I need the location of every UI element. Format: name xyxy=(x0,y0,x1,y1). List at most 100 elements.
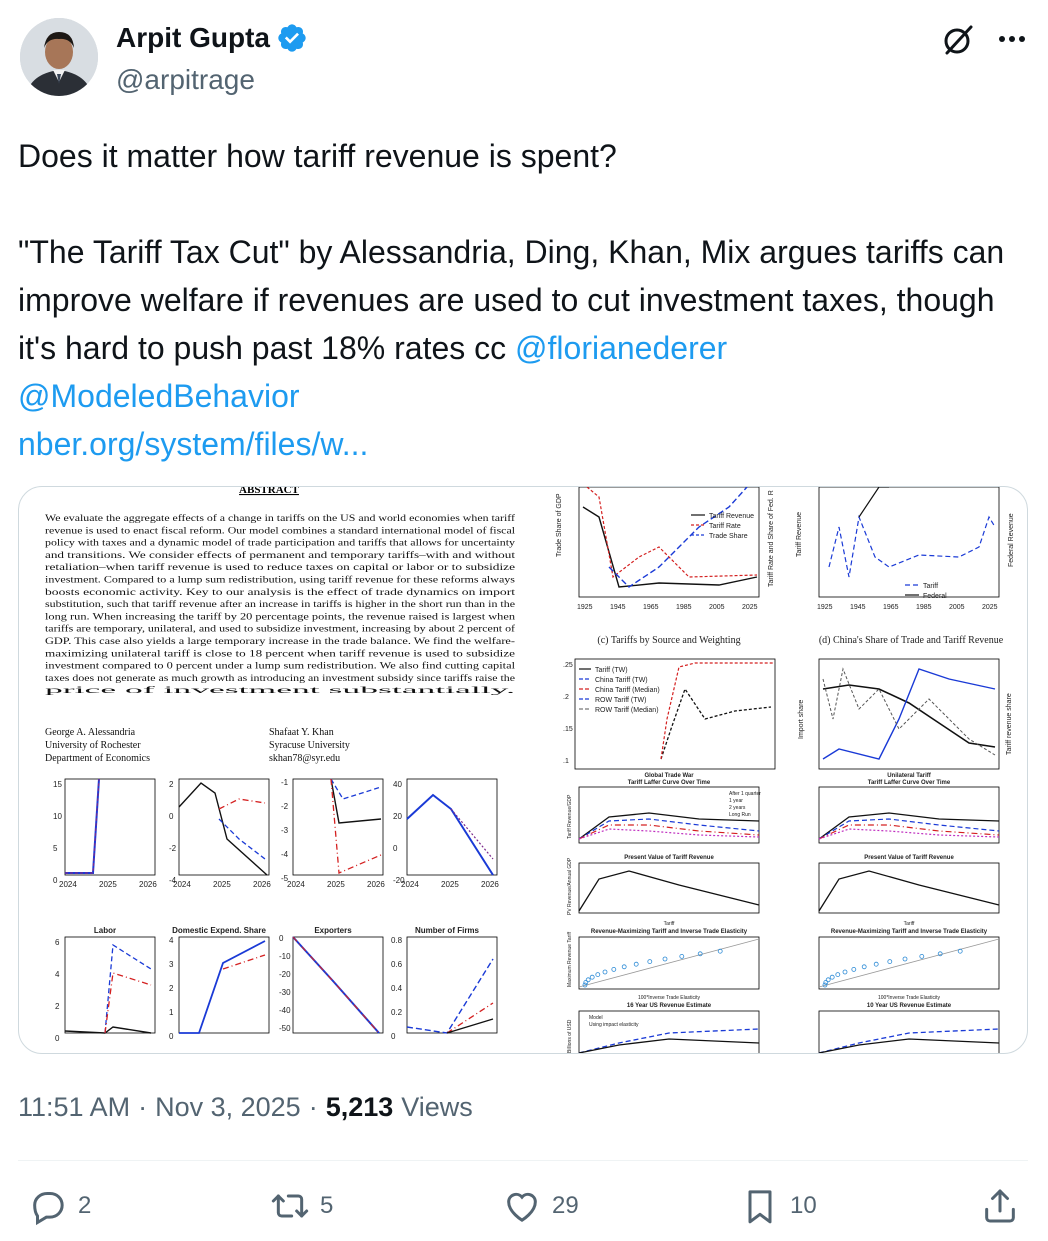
scatter-point xyxy=(602,969,608,975)
axis-label: Tariff Revenue/GDP xyxy=(567,794,573,839)
like-button[interactable]: 29 xyxy=(502,1186,579,1226)
tick-label: 0.8 xyxy=(391,936,403,945)
legend-label: Long Run xyxy=(729,812,751,818)
repost-count: 5 xyxy=(320,1192,334,1219)
tick-label: 2 xyxy=(55,1002,60,1011)
abstract-line: and transitions. We consider effects of … xyxy=(45,550,515,561)
avatar-image xyxy=(20,18,98,96)
tick-label: 2 xyxy=(169,984,174,993)
tick-label: -2 xyxy=(169,844,177,853)
tick-label: -10 xyxy=(279,952,291,961)
tick-label: 2024 xyxy=(287,880,305,889)
reply-count: 2 xyxy=(78,1192,92,1219)
chart-title: Present Value of Tariff Revenue xyxy=(624,855,714,861)
scatter-point xyxy=(873,961,879,967)
action-bar: 2 5 29 10 xyxy=(0,1186,1048,1234)
tweet-date[interactable]: Nov 3, 2025 xyxy=(155,1092,301,1122)
scatter-point xyxy=(717,948,723,954)
verified-badge-icon[interactable] xyxy=(276,22,308,54)
chart-frame xyxy=(406,778,498,876)
grok-icon[interactable] xyxy=(940,22,976,58)
chart-frame xyxy=(818,936,1000,990)
bookmark-icon xyxy=(748,1190,772,1224)
tick-label: 4 xyxy=(55,970,60,979)
chart-title: Tariff Laffer Curve Over Time xyxy=(628,780,711,786)
series-line xyxy=(104,943,152,1034)
tick-label: 2024 xyxy=(173,880,191,889)
like-count: 29 xyxy=(552,1192,579,1219)
series-line xyxy=(818,870,1000,912)
axis-label: Tariff xyxy=(664,921,675,927)
abstract-line: retaliation–when tariff revenue is used … xyxy=(45,562,515,573)
tick-label: .1 xyxy=(563,758,569,765)
series-line xyxy=(818,812,1000,840)
paper-collage: ABSTRACT We evaluate the aggregate effec… xyxy=(45,487,1015,1053)
series-line xyxy=(818,1028,1000,1053)
axis-label: 100*Inverse Trade Elasticity xyxy=(638,995,700,1001)
repost-button[interactable]: 5 xyxy=(270,1186,333,1226)
tweet-media-image[interactable]: ABSTRACT We evaluate the aggregate effec… xyxy=(18,486,1028,1054)
tweet-meta: 11:51 AM · Nov 3, 2025 · 5,213 Views xyxy=(18,1092,473,1123)
scatter-point xyxy=(902,956,908,962)
series-line xyxy=(218,798,266,810)
tick-label: 2025 xyxy=(982,604,998,611)
tweet-time[interactable]: 11:51 AM xyxy=(18,1092,131,1122)
scatter-point xyxy=(679,953,685,959)
abstract-line: GDP. This case also yields a large tempo… xyxy=(45,636,515,647)
axis-label: Import share xyxy=(798,700,805,739)
scatter-point xyxy=(835,972,841,978)
tick-label: .2 xyxy=(563,694,569,701)
mention-modeledbehavior[interactable]: @ModeledBehavior xyxy=(18,378,300,414)
chart-frame xyxy=(64,778,156,876)
series-line xyxy=(586,487,758,579)
bookmark-count: 10 xyxy=(790,1192,817,1219)
views-count: 5,213 xyxy=(325,1092,394,1122)
divider xyxy=(18,1160,1028,1161)
tick-label: -3 xyxy=(281,826,289,835)
tweet-line-1: Does it matter how tariff revenue is spe… xyxy=(18,138,617,174)
tick-label: 3 xyxy=(169,960,174,969)
tick-label: 2005 xyxy=(709,604,725,611)
author-name[interactable]: Arpit Gupta xyxy=(116,22,270,53)
legend-label: Using impact elasticity xyxy=(589,1022,639,1028)
scatter-point xyxy=(842,969,848,975)
chart-frame xyxy=(178,936,270,1034)
series-line xyxy=(578,812,760,840)
reply-button[interactable]: 2 xyxy=(28,1186,91,1226)
like-icon xyxy=(507,1192,537,1222)
tick-label: .15 xyxy=(563,726,573,733)
tick-label: 2 xyxy=(169,780,174,789)
author-affiliation-left: George A. Alessandria xyxy=(45,727,136,738)
chart-frame xyxy=(818,786,1000,844)
abstract-line: substitution, such that tariff revenue a… xyxy=(45,599,515,610)
tick-label: 0.6 xyxy=(391,960,403,969)
tick-label: -5 xyxy=(281,874,289,883)
legend-label: Federal xyxy=(923,593,947,600)
series-line xyxy=(858,487,889,518)
mention-florianederer[interactable]: @florianederer xyxy=(515,330,728,366)
tick-label: 2024 xyxy=(401,880,419,889)
tick-label: 2005 xyxy=(949,604,965,611)
more-icon[interactable] xyxy=(994,24,1030,54)
series-line xyxy=(330,778,382,874)
abstract-heading: ABSTRACT xyxy=(239,487,300,496)
axis-label: PV Revenue/Annual GDP xyxy=(567,857,573,915)
bookmark-button[interactable]: 10 xyxy=(740,1186,817,1226)
scatter-point xyxy=(647,959,653,965)
series-line xyxy=(406,793,494,876)
avatar[interactable] xyxy=(20,18,98,96)
author-affiliation-left: Department of Economics xyxy=(45,753,150,764)
tick-label: -30 xyxy=(279,988,291,997)
author-handle[interactable]: @arpitrage xyxy=(116,64,255,95)
axis-label: Billions of USD xyxy=(567,1019,573,1053)
meta-separator: · xyxy=(138,1092,148,1122)
chart-frame xyxy=(578,862,760,914)
tick-label: 2025 xyxy=(327,880,345,889)
tick-label: 0.4 xyxy=(391,984,403,993)
series-line xyxy=(222,954,266,970)
tick-label: 20 xyxy=(393,812,402,821)
nber-link[interactable]: nber.org/system/files/w... xyxy=(18,426,369,462)
chart-title: Revenue-Maximizing Tariff and Inverse Tr… xyxy=(591,929,748,935)
share-button[interactable] xyxy=(980,1186,1020,1226)
series-line xyxy=(818,824,1000,840)
